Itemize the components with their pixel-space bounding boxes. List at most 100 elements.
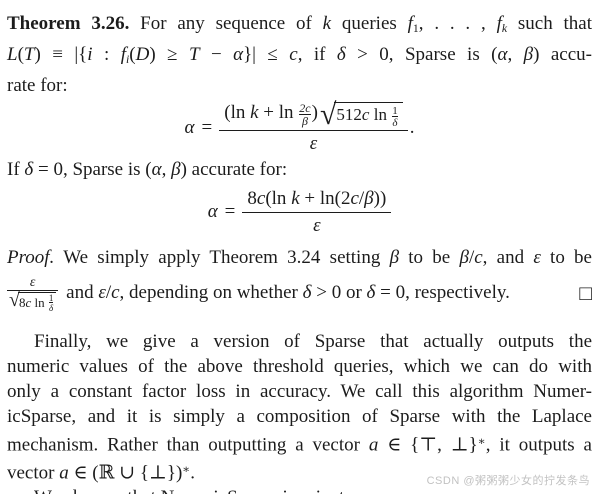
math-var-delta: δ [24,158,34,180]
theorem-statement: Theorem 3.26. For any sequence of k quer… [7,11,592,99]
math-var-L: L [7,43,18,65]
math-var-T: T [188,43,200,65]
text-run: > 0 or [311,282,367,304]
subscript: 1 [412,21,419,35]
text-run: mechanism. Rather than outputting a vect… [7,434,369,456]
text-run: . [190,462,196,484]
text-run: ln [31,295,48,311]
text-run: = 0, respectively. [375,282,510,304]
text-run: , it outputs a [485,434,592,456]
text-run: ) accu- [533,43,592,65]
subscript: i [125,52,130,66]
text-run: We simply apply Theorem 3.24 setting [54,246,390,268]
math-var-D: D [135,43,150,65]
radical-sign: √ [319,97,337,131]
math-var-a: a [59,462,69,484]
text-run: queries [331,13,408,34]
text-run: ) ≥ [149,43,189,65]
small-frac-numerator: 2c [299,100,311,115]
paragraph-line-2: numeric values of the above threshold qu… [7,354,592,379]
text-run: ) ≡ |{ [34,43,88,65]
text-run: For any sequence of [129,13,323,34]
paragraph-line-1: Finally, we give a version of Sparse tha… [7,329,592,354]
proof-line-1: Proof. We simply apply Theorem 3.24 sett… [7,245,592,271]
theorem-label: Theorem 3.26. [7,13,130,34]
fraction: 8c(ln k + ln(2c/β)) ε [242,188,392,237]
text-run: 512 [336,104,362,124]
alpha-symbol: α [184,116,195,138]
small-frac-numerator: 1 [392,104,398,117]
math-var-f: f [407,13,413,34]
small-fraction: 2c β [299,100,311,127]
epsilon-symbol: ε [533,246,541,268]
denominator: ε [219,129,408,155]
subscript: k [501,21,508,35]
paragraph-line-3: only a constant factor loss in accuracy.… [7,379,592,404]
denominator: ε [242,211,392,237]
text-run: : [92,43,121,65]
text-run: to be [540,246,592,268]
paragraph-line-5: mechanism. Rather than outputting a vect… [7,429,592,457]
paragraph-line-4: icSparse, and it is simply a composition… [7,404,592,429]
text-run: numeric values of the above threshold qu… [7,355,592,377]
math-var-delta: δ [366,282,376,304]
text-run: rate for: [7,74,68,96]
mid-sentence: If δ = 0, Sparse is (α, β) accurate for: [7,157,592,183]
text-run: vector [7,462,60,484]
superscript-star: ∗ [182,463,191,477]
text-run: , depending on whether [119,282,303,304]
text-run: icSparse, and it is simply a composition… [7,405,592,427]
paragraph-line-7: We observe that NumericSparse is private… [7,485,592,494]
text-run: }| ≤ [243,43,290,65]
period: . [409,116,415,138]
equals-sign: = [224,200,236,222]
math-var-beta: β [364,187,374,209]
display-formula-2: α = 8c(ln k + ln(2c/β)) ε [7,188,592,237]
text-run: to be [399,246,460,268]
text-run: such that [507,13,593,34]
math-var-delta: δ [336,43,346,65]
math-var-i: i [87,43,93,65]
text-run: Finally, we give a version of Sparse tha… [34,330,592,352]
math-var-c: c [474,246,483,268]
text-run: , if [297,43,337,65]
text-run: > 0, Sparse is ( [345,43,498,65]
math-var-c: c [289,43,298,65]
text-run: ∈ (ℝ ∪ {⊥}) [68,462,183,484]
text-run: If [7,158,25,180]
epsilon-symbol: ε [98,282,106,304]
numerator: 8c(ln k + ln(2c/β)) [242,188,391,212]
text-run: ∈ {⊤, ⊥} [378,434,478,456]
math-var-T: T [23,43,35,65]
text-run: + ln [258,101,299,123]
text-run: and [61,282,99,304]
epsilon-symbol: ε [309,132,318,154]
small-frac-denominator: δ [392,115,398,129]
paragraph-line-6: vector a ∈ (ℝ ∪ {⊥})∗. [7,457,592,485]
math-var-f: f [496,13,502,34]
proof-label: Proof. [7,246,55,268]
text-run: (ln [265,187,292,209]
text-run: 8 [18,295,26,311]
slash: / [358,187,365,209]
math-var-k: k [322,13,332,34]
text-run: = 0, Sparse is ( [33,158,152,180]
superscript-star: ∗ [477,434,486,448]
text-run: We observe that NumericSparse is private… [34,487,358,494]
equals-sign: = [201,116,213,138]
small-frac-denominator: δ [48,302,54,314]
math-var-c: c [256,187,266,209]
text-run: , and [482,246,534,268]
math-var-alpha: α [497,43,508,65]
alpha-symbol: α [207,200,218,222]
numerator: ε [29,275,36,291]
qed-symbol: □ [579,281,592,306]
proof-paragraph: Proof. We simply apply Theorem 3.24 sett… [7,245,592,317]
